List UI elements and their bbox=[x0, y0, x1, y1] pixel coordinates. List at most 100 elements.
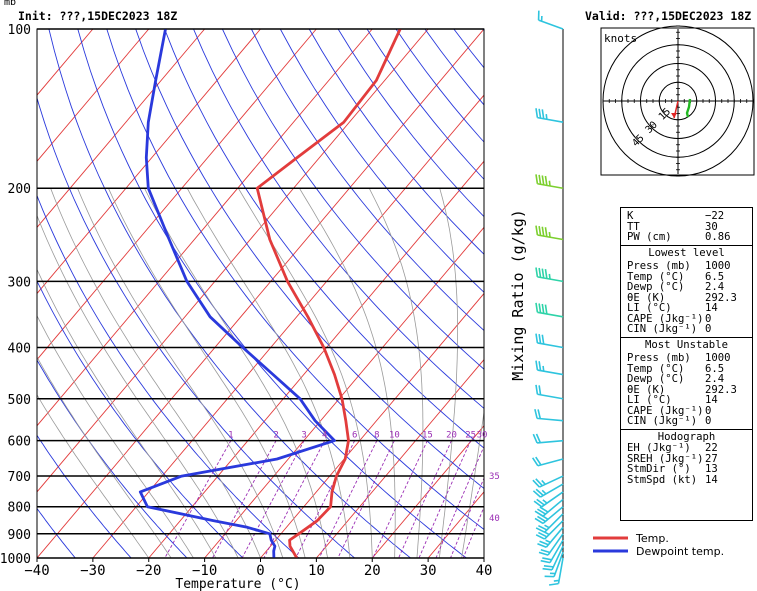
index-row: StmSpd (kt) 14 bbox=[624, 474, 749, 486]
wind-barb-staff bbox=[537, 417, 564, 422]
wind-barb-flag bbox=[535, 534, 545, 540]
wind-barb bbox=[548, 557, 564, 586]
isotherm-line bbox=[37, 29, 150, 162]
isotherm-line bbox=[371, 425, 484, 558]
pressure-tick-label: 900 bbox=[8, 528, 31, 543]
wind-barb-staff bbox=[537, 182, 564, 190]
mixing-ratio-line bbox=[164, 440, 232, 558]
moist-adiabat bbox=[438, 188, 458, 558]
wind-barb-staff bbox=[547, 533, 564, 556]
wind-barb-flag bbox=[541, 109, 545, 119]
x-tick-label: −40 bbox=[24, 563, 49, 579]
wind-barbs bbox=[531, 10, 564, 586]
wind-barb-half-flag bbox=[545, 539, 551, 544]
wind-barb-staff bbox=[557, 557, 564, 584]
mixing-ratio-tick-label: 20 bbox=[446, 431, 457, 441]
mixing-ratio-tick-label: 4 bbox=[322, 431, 327, 441]
temperature-profile bbox=[255, 29, 402, 558]
index-key: SREH (Jkg⁻¹) bbox=[627, 452, 704, 465]
wind-barb-staff bbox=[537, 234, 564, 241]
moist-adiabat bbox=[77, 188, 284, 558]
wind-barb-flag bbox=[543, 565, 554, 568]
index-value: 14 bbox=[705, 302, 718, 314]
index-row: SREH (Jkg⁻¹) 27 bbox=[624, 452, 749, 465]
wind-barb-half-flag bbox=[544, 524, 550, 529]
isotherm-line bbox=[37, 29, 317, 361]
wind-barb-flag bbox=[538, 303, 542, 313]
wind-barb bbox=[535, 302, 564, 318]
wind-barb-flag bbox=[548, 582, 559, 586]
mixing-ratio-axis-title: Mixing Ratio (g/kg) bbox=[509, 209, 527, 381]
index-row: PW (cm) 0.86 bbox=[624, 232, 749, 243]
wind-barb bbox=[535, 360, 564, 376]
wind-barb-staff bbox=[539, 475, 564, 488]
pressure-tick-label: 200 bbox=[8, 182, 31, 197]
x-axis-title: Temperature (°C) bbox=[175, 577, 300, 591]
isobar-grid: 100 200 300 400 500 600 700 800 900 1000 bbox=[0, 23, 484, 567]
wind-barb-flag bbox=[532, 490, 542, 498]
unit-mb-label: mb bbox=[4, 0, 17, 8]
index-row: CAPE (Jkg⁻¹) 0 bbox=[624, 404, 749, 417]
storm-motion-arrowhead bbox=[671, 113, 678, 119]
mixing-ratio-tick-label: 3 bbox=[301, 431, 306, 441]
index-value: 0 bbox=[705, 323, 712, 335]
x-tick-label: −30 bbox=[80, 563, 105, 579]
index-value: 292.3 bbox=[705, 383, 737, 396]
index-key: Press (mb) bbox=[627, 352, 691, 364]
wind-barb bbox=[535, 384, 564, 400]
index-value: 0 bbox=[705, 404, 712, 417]
dry-adiabat bbox=[37, 434, 132, 558]
mixing-ratio-tick-label: 15 bbox=[422, 431, 433, 441]
isotherm-line bbox=[148, 160, 484, 558]
legend-lines bbox=[593, 536, 628, 553]
wind-barb-flag bbox=[535, 384, 539, 395]
wind-barb-flag bbox=[542, 557, 552, 561]
wind-barb bbox=[535, 513, 564, 533]
index-key: K bbox=[627, 210, 634, 222]
index-row: Temp (°C) 6.5 bbox=[624, 271, 749, 283]
index-key: Dewp (°C) bbox=[627, 281, 685, 293]
wind-barb bbox=[537, 10, 564, 30]
mixing-ratio-line bbox=[450, 477, 484, 558]
wind-barb-staff bbox=[537, 439, 564, 444]
wind-barb bbox=[535, 108, 564, 123]
index-row: Dewp (°C) 2.4 bbox=[624, 282, 749, 293]
wind-barb-flag bbox=[537, 508, 546, 515]
wind-barb bbox=[544, 551, 564, 578]
wind-barb bbox=[533, 491, 564, 508]
x-tick-label: −20 bbox=[136, 563, 161, 579]
wind-barb-half-flag bbox=[541, 479, 546, 485]
wind-barb-staff bbox=[537, 393, 564, 400]
legend-dew-label: Dewpoint temp. bbox=[636, 545, 725, 558]
wind-barb-flag bbox=[535, 456, 542, 466]
pressure-tick-label: 500 bbox=[8, 393, 31, 408]
wind-barb-staff bbox=[544, 513, 564, 533]
index-value: 0 bbox=[705, 312, 712, 325]
isotherm-line bbox=[204, 226, 484, 558]
index-row: Temp (°C) 6.5 bbox=[624, 363, 749, 375]
wind-barb-flag bbox=[538, 267, 542, 278]
index-row: LI (°C) 14 bbox=[624, 395, 749, 406]
dry-adiabat bbox=[37, 507, 76, 558]
wind-barb-flag bbox=[544, 304, 548, 315]
isotherm-line bbox=[37, 29, 261, 295]
wind-barb bbox=[534, 498, 564, 517]
mixing-ratio-tick-label: 25 bbox=[465, 431, 476, 441]
hodograph-trace bbox=[685, 98, 692, 118]
x-tick-label: 20 bbox=[364, 563, 381, 579]
index-row: LI (°C) 14 bbox=[624, 303, 749, 314]
wind-barb-flag bbox=[539, 540, 549, 546]
wind-barb bbox=[532, 475, 564, 488]
wind-barb-flag bbox=[544, 227, 548, 237]
wind-barb-flag bbox=[532, 433, 538, 444]
index-value: 30 bbox=[705, 220, 718, 233]
mixing-ratio-tick-label: 35 bbox=[489, 472, 500, 482]
wind-barb-flag bbox=[534, 408, 538, 419]
index-value: 2.4 bbox=[705, 373, 725, 385]
index-row: K −22 bbox=[624, 211, 749, 222]
lowest-level-title: Lowest level bbox=[648, 246, 725, 259]
wind-barb-staff bbox=[538, 19, 564, 30]
